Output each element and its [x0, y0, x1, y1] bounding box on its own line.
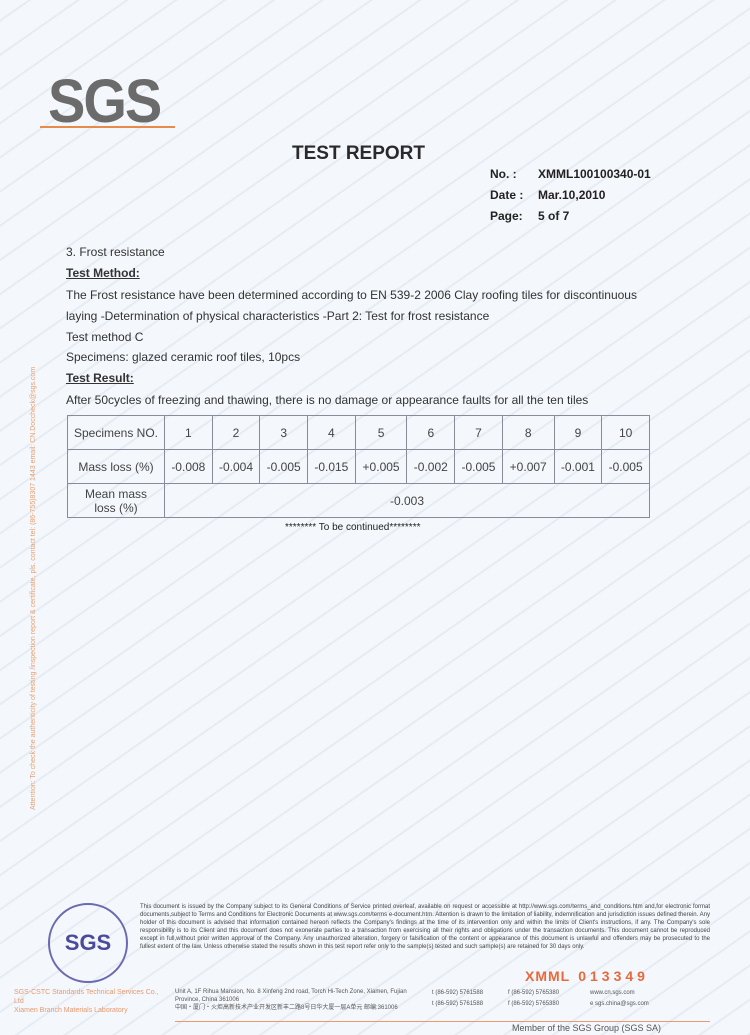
results-table: Specimens NO. 1 2 3 4 5 6 7 8 9 10 Mass …	[67, 415, 650, 518]
mass-loss-cell: -0.001	[553, 449, 603, 484]
report-number: No. : XMML100100340-01	[490, 167, 651, 181]
specimen-no: 2	[211, 415, 261, 450]
table-row: Mean mass loss (%) -0.003	[67, 483, 650, 518]
mass-loss-cell: +0.005	[354, 449, 408, 484]
table-row: Mass loss (%) -0.008 -0.004 -0.005 -0.01…	[67, 449, 650, 484]
section-heading: 3. Frost resistance	[66, 245, 165, 259]
email-link[interactable]: e sgs.china@sgs.com	[590, 1001, 649, 1007]
specimen-no: 6	[406, 415, 456, 450]
tel-1: t (86-592) 5761588	[432, 990, 484, 996]
footer-tel: t (86-592) 5761588 t (86-592) 5761588	[432, 988, 504, 1010]
serial-number: XMML 013349	[525, 968, 649, 984]
member-note: Member of the SGS Group (SGS SA)	[512, 1023, 662, 1033]
result-text: After 50cycles of freezing and thawing, …	[66, 393, 589, 407]
mass-loss-cell: -0.002	[406, 449, 456, 484]
footer-company: SGS-CSTC Standards Technical Services Co…	[14, 988, 169, 1015]
disclaimer: This document is issued by the Company s…	[140, 904, 710, 950]
test-result-heading: Test Result:	[66, 371, 134, 385]
company-branch: Xiamen Branch Materials Laboratory	[14, 1007, 128, 1014]
mean-value: -0.003	[164, 483, 650, 518]
serial-value: 013349	[578, 968, 649, 984]
continued-note: ******** To be continued********	[285, 522, 421, 533]
mass-loss-cell: -0.008	[164, 449, 213, 484]
report-number-label: No. :	[490, 167, 517, 181]
test-method-heading: Test Method:	[66, 266, 140, 280]
report-date-label: Date :	[490, 188, 524, 202]
mass-loss-cell: -0.015	[307, 449, 356, 484]
tel-2: t (86-592) 5761588	[432, 1001, 484, 1007]
footer-divider	[175, 1021, 710, 1022]
logo-underline	[40, 126, 175, 128]
footer-address: Unit A, 1F Rihua Mansion, No. 8 Xinfeng …	[175, 988, 425, 1012]
fax-1: f (86-592) 5765380	[508, 990, 560, 996]
mass-loss-cell: -0.005	[601, 449, 650, 484]
specimen-no: 3	[259, 415, 309, 450]
method-text-2: laying -Determination of physical charac…	[66, 309, 490, 323]
specimen-no: 4	[307, 415, 356, 450]
mean-label: Mean mass loss (%)	[67, 483, 165, 518]
method-c: Test method C	[66, 330, 144, 344]
company-name: SGS-CSTC Standards Technical Services Co…	[14, 989, 159, 1005]
authenticity-side-note: Attention: To check the authenticity of …	[30, 366, 37, 810]
mass-loss-cell: +0.007	[501, 449, 555, 484]
mass-loss-label: Mass loss (%)	[67, 449, 165, 484]
sgs-logo: SGS	[48, 65, 162, 136]
header-label: Specimens NO.	[67, 415, 165, 450]
report-page-value: 5 of 7	[538, 209, 570, 223]
fax-2: f (86-592) 5765380	[508, 1001, 560, 1007]
mass-loss-cell: -0.005	[259, 449, 309, 484]
website-link[interactable]: www.cn.sgs.com	[590, 990, 635, 996]
specimen-no: 8	[501, 415, 555, 450]
report-date-value: Mar.10,2010	[538, 188, 606, 202]
report-page: Page: 5 of 7	[490, 209, 569, 223]
address-en: Unit A, 1F Rihua Mansion, No. 8 Xinfeng …	[175, 989, 407, 1003]
footer-web: www.cn.sgs.com e sgs.china@sgs.com	[590, 988, 710, 1010]
specimen-no: 1	[164, 415, 213, 450]
report-page-label: Page:	[490, 209, 523, 223]
serial-prefix: XMML	[525, 968, 571, 984]
specimen-no: 10	[601, 415, 650, 450]
report-date: Date : Mar.10,2010	[490, 188, 605, 202]
table-row: Specimens NO. 1 2 3 4 5 6 7 8 9 10	[67, 415, 650, 450]
page-title: TEST REPORT	[292, 143, 426, 164]
mass-loss-cell: -0.005	[454, 449, 503, 484]
specimen-no: 9	[553, 415, 603, 450]
specimen-no: 5	[354, 415, 408, 450]
specimens-text: Specimens: glazed ceramic roof tiles, 10…	[66, 350, 301, 364]
footer-fax: f (86-592) 5765380 f (86-592) 5765380	[508, 988, 584, 1010]
specimen-no: 7	[454, 415, 503, 450]
method-text-1: The Frost resistance have been determine…	[66, 288, 637, 302]
report-number-value: XMML100100340-01	[538, 167, 651, 181]
sgs-stamp: SGS	[48, 903, 128, 983]
address-cn: 中国・厦门・火炬高新技术产业开发区新丰二路8号日华大厦一层A单元 邮编:3610…	[175, 1005, 398, 1011]
mass-loss-cell: -0.004	[211, 449, 261, 484]
